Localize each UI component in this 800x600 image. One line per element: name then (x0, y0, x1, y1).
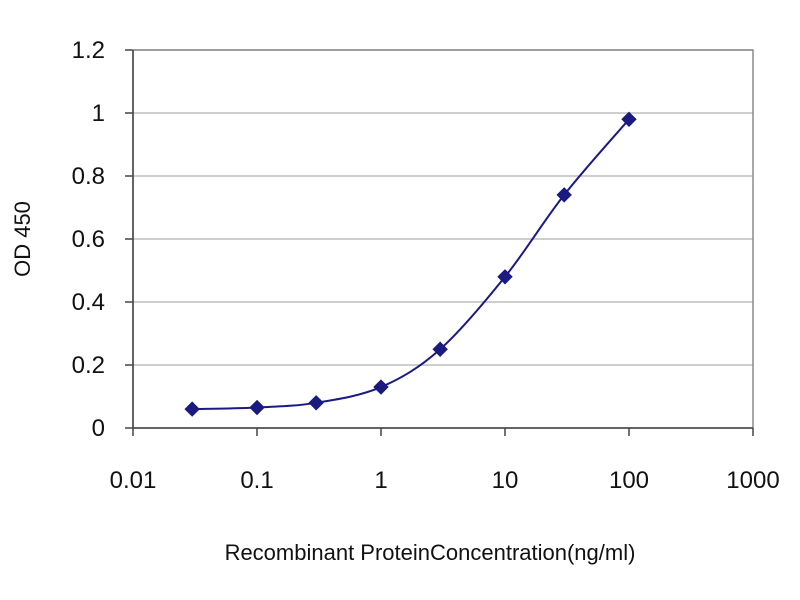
data-point-marker (621, 111, 637, 128)
x-tick-label: 1 (374, 467, 387, 494)
y-axis-title: OD 450 (10, 201, 35, 277)
data-point-marker (556, 187, 572, 203)
x-tick-label: 10 (492, 467, 519, 494)
data-point-marker (373, 379, 389, 395)
y-tick-label: 0.6 (72, 226, 105, 253)
y-tick-label: 1 (92, 100, 105, 127)
x-axis-title: Recombinant ProteinConcentration(ng/ml) (225, 540, 636, 565)
y-tick-label: 0.8 (72, 163, 105, 190)
y-tick-labels: 0 0.2 0.4 0.6 0.8 1 1.2 (72, 37, 105, 442)
y-tick-label: 0.2 (72, 352, 105, 379)
y-tick-label: 0 (92, 415, 105, 442)
data-point-marker (308, 395, 324, 411)
x-tick-label: 0.1 (240, 467, 273, 494)
x-tick-label: 100 (609, 467, 649, 494)
x-tick-label: 0.01 (110, 467, 157, 494)
x-tick-labels: 0.01 0.1 1 10 100 1000 (110, 467, 780, 494)
axes (125, 49, 754, 436)
data-point-marker (497, 269, 513, 285)
x-tick-label: 1000 (726, 467, 779, 494)
data-point-marker (432, 341, 448, 357)
data-point-marker (249, 399, 265, 416)
y-tick-label: 1.2 (72, 37, 105, 64)
data-point-marker (184, 401, 200, 417)
y-tick-label: 0.4 (72, 289, 105, 316)
markers (184, 111, 637, 417)
